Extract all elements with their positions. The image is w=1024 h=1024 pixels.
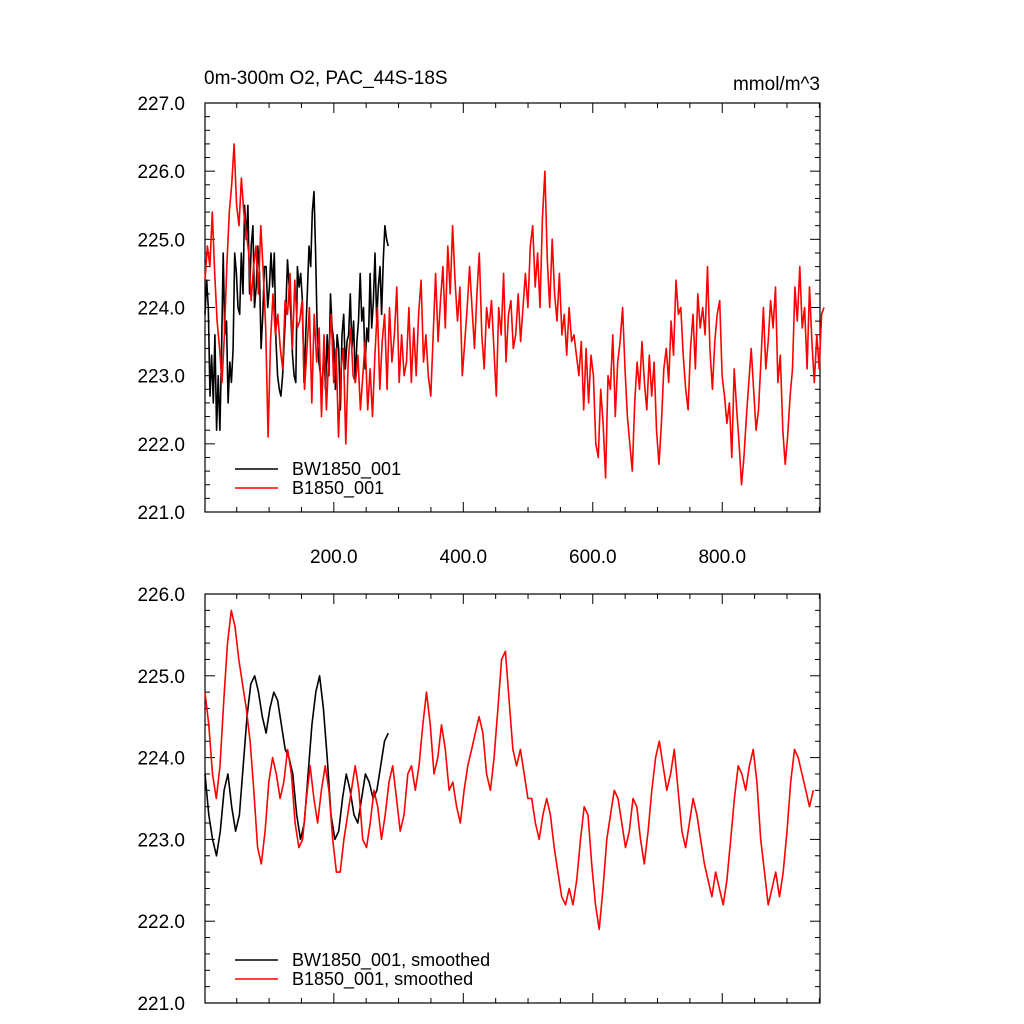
y-tick-label: 222.0 <box>137 435 185 456</box>
series-line-b1850 <box>204 143 825 486</box>
bottom-panel: 221.0 222.0 223.0 224.0 225.0 226.0 BW1850_001… <box>137 585 821 1015</box>
y-tick-label: 224.0 <box>137 749 185 770</box>
x-tick-label: 800.0 <box>698 547 746 568</box>
series-line-b1850 <box>204 609 815 931</box>
y-tick-label: 226.0 <box>137 162 185 183</box>
axis-ticks <box>205 593 820 1004</box>
y-tick-label: 222.0 <box>137 912 185 933</box>
y-tick-label: 221.0 <box>137 503 185 524</box>
y-tick-label: 227.0 <box>137 94 185 115</box>
x-tick-label: 200.0 <box>310 547 358 568</box>
y-tick-label: 226.0 <box>137 585 185 606</box>
y-tick-label: 224.0 <box>137 299 185 320</box>
top-panel: 221.0 222.0 223.0 224.0 225.0 226.0 227.0 200.0… <box>137 94 825 568</box>
x-tick-label: 600.0 <box>569 547 617 568</box>
chart-title: 0m-300m O2, PAC_44S-18S <box>204 68 448 89</box>
legend-label: BW1850_001 <box>292 459 401 480</box>
x-tick-label: 400.0 <box>440 547 488 568</box>
y-tick-label: 223.0 <box>137 830 185 851</box>
legend-label: B1850_001, smoothed <box>292 969 473 990</box>
series-line-bw1850 <box>204 674 390 857</box>
y-tick-label: 225.0 <box>137 230 185 251</box>
legend-label: B1850_001 <box>292 478 384 499</box>
y-tick-label: 225.0 <box>137 667 185 688</box>
plot-frame <box>204 593 821 1004</box>
chart-units: mmol/m^3 <box>733 74 820 95</box>
y-tick-label: 223.0 <box>137 367 185 388</box>
legend-label: BW1850_001, smoothed <box>292 950 490 971</box>
y-tick-label: 221.0 <box>137 994 185 1015</box>
